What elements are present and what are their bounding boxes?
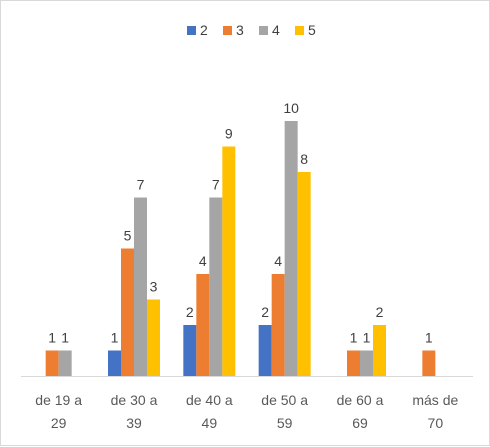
data-label-3-cat-5: 1 [425,330,433,346]
bar-3-cat-4 [347,350,360,376]
data-label-5-cat-4: 2 [376,304,384,320]
data-label-2-cat-3: 2 [261,304,269,320]
data-label-3-cat-0: 1 [48,330,56,346]
legend-swatch-5 [295,26,304,35]
x-tick-label-4-line-0: de 60 a [337,392,384,408]
bar-4-cat-0 [58,350,72,376]
data-label-5-cat-2: 9 [225,126,233,142]
data-label-4-cat-3: 10 [283,100,299,116]
data-label-4-cat-0: 1 [61,330,69,346]
data-label-4-cat-2: 7 [212,177,220,193]
bar-3-cat-2 [196,274,210,376]
x-tick-label-4-line-1: 69 [352,415,368,431]
bar-2-cat-1 [108,350,121,376]
x-tick-label-0-line-1: 29 [51,415,67,431]
data-label-3-cat-4: 1 [350,330,358,346]
data-label-5-cat-1: 3 [150,279,158,295]
legend-swatch-2 [187,26,196,35]
legend-swatch-3 [223,26,232,35]
bars [45,121,436,376]
data-label-5-cat-3: 8 [300,151,308,167]
bar-3-cat-1 [121,248,134,376]
bar-4-cat-3 [284,121,298,376]
legend-swatch-4 [259,26,268,35]
x-tick-label-5-line-0: más de [412,392,458,408]
bar-2-cat-3 [258,325,272,376]
data-label-2-cat-1: 1 [111,330,119,346]
bar-3-cat-5 [422,350,436,376]
x-tick-label-1-line-0: de 30 a [111,392,158,408]
x-tick-label-3-line-0: de 50 a [261,392,308,408]
x-tick-label-3-line-1: 59 [277,415,293,431]
bar-5-cat-3 [297,172,311,376]
bar-4-cat-4 [360,350,373,376]
bar-5-cat-4 [373,325,386,376]
bar-5-cat-2 [222,146,236,376]
data-label-4-cat-4: 1 [363,330,371,346]
x-tick-label-2-line-1: 49 [202,415,218,431]
x-tick-label-2-line-0: de 40 a [186,392,233,408]
data-label-3-cat-3: 4 [274,253,282,269]
bar-5-cat-1 [147,299,160,376]
bar-4-cat-2 [209,197,223,376]
legend-label-2: 2 [200,22,208,38]
x-tick-label-0-line-0: de 19 a [35,392,82,408]
x-axis-tick-labels: de 19 a 29 de 30 a 39 de 40 a 49 de 50 a 59 de 6… [35,392,458,431]
bar-3-cat-0 [45,350,59,376]
data-label-4-cat-1: 7 [137,177,145,193]
x-tick-label-5-line-1: 70 [428,415,444,431]
bar-2-cat-2 [183,325,197,376]
data-label-2-cat-2: 2 [186,304,194,320]
data-label-3-cat-1: 5 [124,228,132,244]
legend-label-4: 4 [272,22,280,38]
legend: 2 3 4 5 [187,22,316,38]
legend-label-3: 3 [236,22,244,38]
legend-label-5: 5 [308,22,316,38]
bar-3-cat-3 [271,274,285,376]
data-label-3-cat-2: 4 [199,253,207,269]
bar-4-cat-1 [134,197,147,376]
x-tick-label-1-line-1: 39 [126,415,142,431]
